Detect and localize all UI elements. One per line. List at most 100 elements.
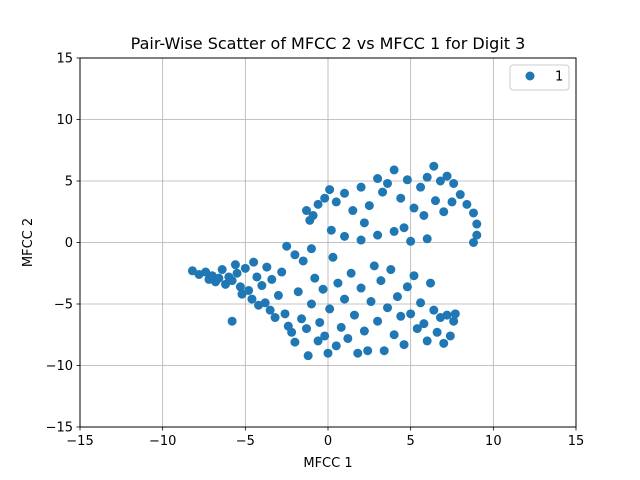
data-point [383,303,393,313]
x-axis: −15 −10 −5 0 5 10 15 [66,427,584,449]
data-point [227,316,237,326]
data-point [297,314,307,324]
x-tick-label: −15 [66,434,93,449]
data-point [402,175,412,185]
data-point [227,276,237,286]
data-point [265,305,275,315]
data-point [472,230,482,240]
y-axis-label: MFCC 2 [21,218,36,267]
x-tick-label: 0 [324,434,332,449]
data-point [386,265,396,275]
y-tick-label: 5 [65,175,73,190]
data-point [376,276,386,286]
data-point [432,327,442,337]
data-point [318,284,328,294]
data-point [389,330,399,340]
data-point [429,305,439,315]
data-point [445,331,455,341]
data-point [422,172,432,182]
data-point [270,313,280,323]
data-point [201,267,211,277]
data-point [353,348,363,358]
data-point [373,174,383,184]
data-point [235,282,245,292]
data-point [364,201,374,211]
data-point [326,225,336,235]
data-point [187,266,197,276]
data-point [315,317,325,327]
data-point [378,187,388,197]
data-point [373,316,383,326]
x-tick-label: 15 [568,434,585,449]
data-point [287,327,297,337]
data-point [442,310,452,320]
data-point [217,265,227,275]
data-point [328,252,338,262]
data-point [306,299,316,309]
data-point [455,190,465,200]
y-tick-label: 10 [56,113,73,128]
data-point [244,285,254,295]
x-axis-label: MFCC 1 [303,456,352,471]
data-point [290,337,300,347]
data-point [302,324,312,334]
x-tick-label: 10 [485,434,502,449]
data-point [262,262,272,272]
data-point [277,267,287,277]
data-point [302,206,312,216]
data-point [468,208,478,218]
data-point [331,341,341,351]
data-point [340,188,350,198]
data-point [310,273,320,283]
data-point [399,340,409,350]
data-point [320,193,330,203]
data-point [363,346,373,356]
data-point [349,310,359,320]
data-point [313,199,323,209]
data-point [237,289,247,299]
data-point [373,230,383,240]
data-point [379,346,389,356]
y-axis: −15 −10 −5 0 5 10 15 [46,52,80,436]
data-point [389,226,399,236]
data-point [429,161,439,171]
data-point [430,196,440,206]
data-point [359,326,369,336]
data-point [462,199,472,209]
data-point [450,309,460,319]
y-tick-label: 0 [65,236,73,251]
data-point [409,271,419,281]
data-point [340,294,350,304]
data-point [356,235,366,245]
data-point [439,207,449,217]
y-tick-label: 15 [56,52,73,67]
y-tick-label: −15 [46,421,73,436]
data-point [366,297,376,307]
x-tick-label: −5 [236,434,255,449]
data-point [348,206,358,216]
plot-area [79,57,577,428]
data-point [230,260,240,270]
data-point [416,182,426,192]
data-point [252,272,262,282]
data-point [323,348,333,358]
data-point [389,165,399,175]
data-point [399,223,409,233]
x-tick-label: 5 [407,434,415,449]
legend-frame [509,64,570,91]
data-point [419,210,429,220]
data-point [336,322,346,332]
y-tick-label: −5 [54,298,73,313]
data-point [214,273,224,283]
data-point [422,234,432,244]
data-point [409,203,419,213]
data-point [402,282,412,292]
chart-title: Pair-Wise Scatter of MFCC 2 vs MFCC 1 fo… [131,34,526,53]
data-point [298,256,308,266]
data-point [247,294,257,304]
x-tick-label: −10 [149,434,176,449]
data-point [249,257,259,267]
data-point [333,278,343,288]
data-point [406,309,416,319]
